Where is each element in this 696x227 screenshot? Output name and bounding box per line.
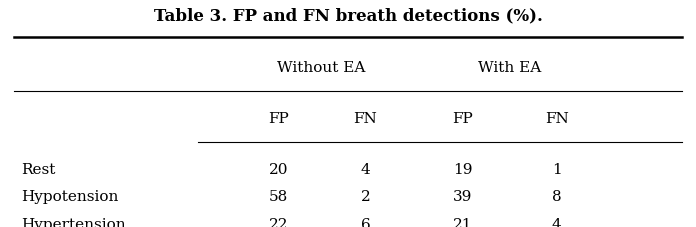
Text: Hypertension: Hypertension <box>21 217 125 227</box>
Text: 21: 21 <box>453 217 473 227</box>
Text: Without EA: Without EA <box>278 61 365 75</box>
Text: 2: 2 <box>361 189 370 203</box>
Text: 19: 19 <box>453 162 473 176</box>
Text: 6: 6 <box>361 217 370 227</box>
Text: FN: FN <box>545 111 569 125</box>
Text: 58: 58 <box>269 189 288 203</box>
Text: Hypotension: Hypotension <box>21 189 118 203</box>
Text: FP: FP <box>452 111 473 125</box>
Text: Rest: Rest <box>21 162 55 176</box>
Text: Table 3. FP and FN breath detections (%).: Table 3. FP and FN breath detections (%)… <box>154 7 542 24</box>
Text: With EA: With EA <box>478 61 541 75</box>
Text: 8: 8 <box>552 189 562 203</box>
Text: 4: 4 <box>552 217 562 227</box>
Text: 22: 22 <box>269 217 288 227</box>
Text: FP: FP <box>268 111 289 125</box>
Text: 39: 39 <box>453 189 473 203</box>
Text: 4: 4 <box>361 162 370 176</box>
Text: FN: FN <box>354 111 377 125</box>
Text: 1: 1 <box>552 162 562 176</box>
Text: 20: 20 <box>269 162 288 176</box>
